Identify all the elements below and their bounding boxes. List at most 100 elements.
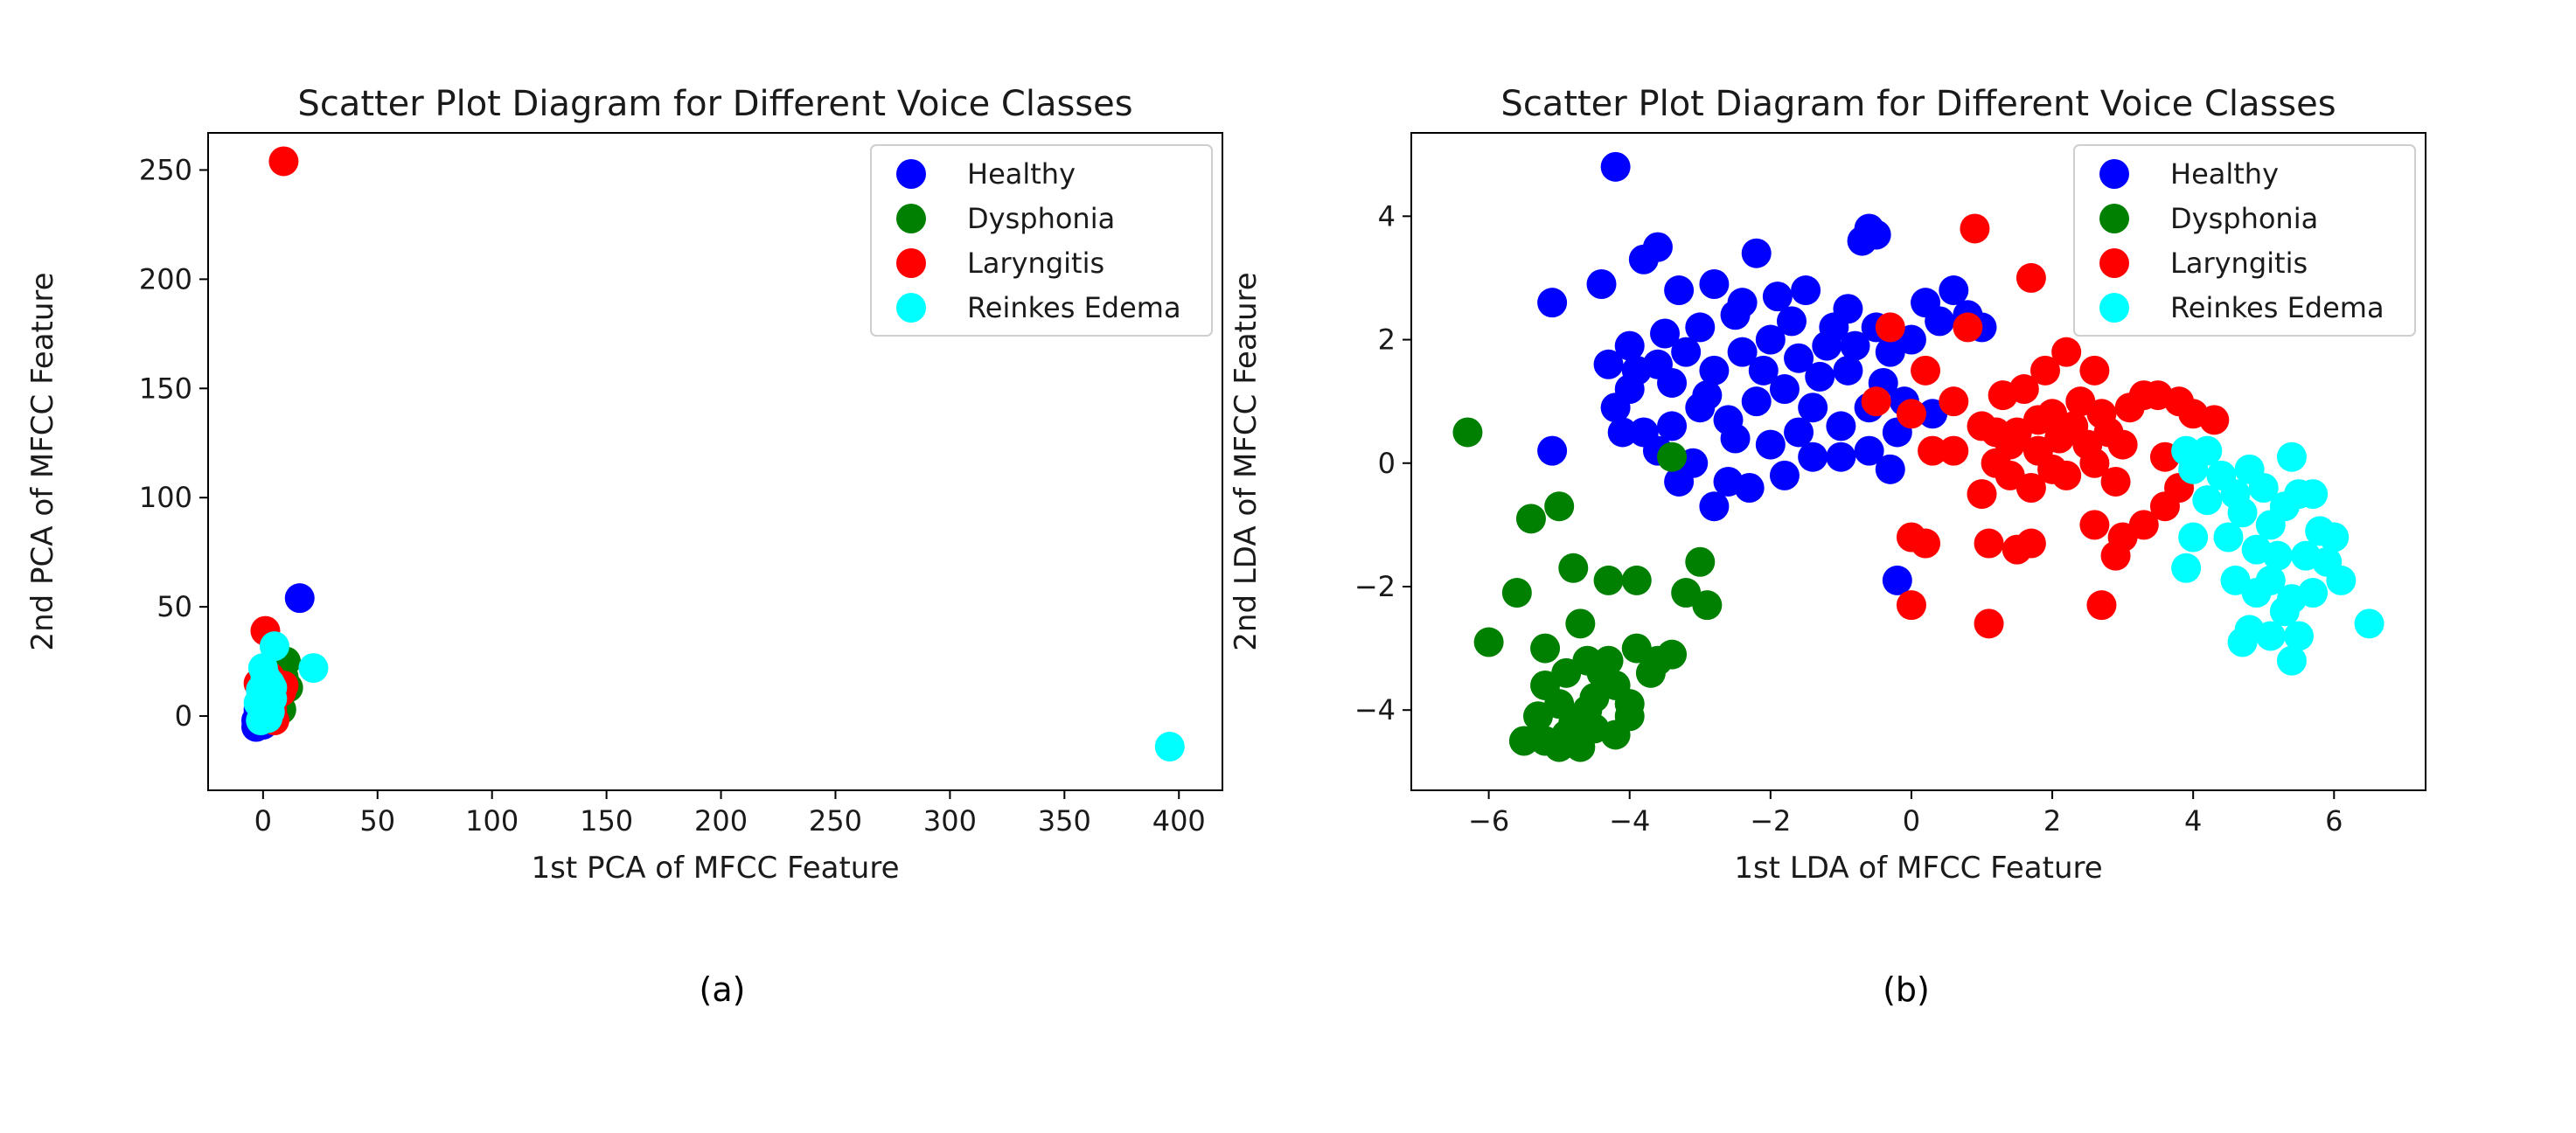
x-axis-label: 1st PCA of MFCC Feature — [531, 851, 899, 886]
legend-marker — [896, 204, 926, 233]
data-point — [1777, 306, 1807, 337]
chart-title: Scatter Plot Diagram for Different Voice… — [1500, 84, 2336, 124]
data-point — [2086, 590, 2117, 621]
legend-box — [2073, 144, 2416, 337]
data-point — [2107, 429, 2138, 460]
data-point — [1769, 374, 1800, 405]
legend-marker — [2099, 248, 2129, 278]
chart-title: Scatter Plot Diagram for Different Voice… — [297, 84, 1132, 124]
data-point — [257, 672, 288, 703]
legend-label: Dysphonia — [967, 202, 1115, 235]
data-point — [298, 653, 329, 684]
data-point — [2354, 608, 2385, 639]
legend-label: Reinkes Edema — [967, 291, 1181, 324]
data-point — [1882, 565, 1912, 595]
data-point — [1530, 633, 1561, 664]
chart-panel-0: Scatter Plot Diagram for Different Voice… — [25, 84, 1223, 886]
y-tick-label: 100 — [139, 481, 192, 514]
y-tick-label: 2 — [1378, 323, 1396, 357]
data-point — [2234, 454, 2265, 484]
data-point — [1727, 288, 1758, 318]
x-tick-label: 100 — [465, 804, 519, 838]
data-point — [2269, 596, 2300, 627]
data-point — [1741, 386, 1772, 417]
data-point — [2284, 621, 2314, 651]
data-point — [2220, 565, 2251, 595]
y-tick-label: 4 — [1378, 199, 1396, 233]
data-point — [1762, 282, 1793, 312]
data-point — [1826, 411, 1856, 441]
data-point — [1607, 417, 1638, 448]
data-point — [1699, 491, 1730, 522]
data-point — [2171, 553, 2202, 583]
data-point — [1154, 732, 1185, 762]
data-point — [1875, 454, 1905, 484]
legend-marker — [896, 293, 926, 323]
legend-marker — [896, 159, 926, 189]
data-point — [2326, 565, 2357, 595]
legend: Healthy Dysphonia Laryngitis Reinkes Edema — [870, 144, 1213, 337]
data-point — [1784, 343, 1814, 373]
data-point — [2319, 522, 2350, 553]
data-point — [2058, 411, 2089, 441]
data-point — [1614, 330, 1645, 361]
data-point — [2037, 454, 2068, 484]
series-reinkes-edema — [243, 631, 1185, 762]
data-point — [1939, 386, 1969, 417]
data-point — [2227, 627, 2258, 657]
data-point — [2100, 540, 2131, 571]
data-point — [1628, 244, 1659, 275]
data-point — [2128, 510, 2159, 540]
data-point — [2030, 355, 2060, 386]
data-point — [1614, 701, 1645, 732]
y-axis-label: 2nd PCA of MFCC Feature — [25, 272, 60, 650]
data-point — [1988, 380, 2018, 411]
legend-marker — [896, 248, 926, 278]
data-point — [1861, 386, 1891, 417]
data-point — [1537, 435, 1568, 466]
plot-frame — [207, 132, 1223, 791]
data-point — [1974, 608, 2004, 639]
legend-label: Healthy — [967, 157, 1076, 191]
data-point — [1452, 417, 1483, 448]
y-tick-label: −4 — [1354, 693, 1396, 726]
data-point — [2178, 454, 2209, 484]
x-tick-label: −2 — [1750, 804, 1791, 838]
data-point — [1473, 627, 1504, 657]
y-tick-label: 200 — [139, 262, 192, 295]
data-point — [1798, 393, 1828, 423]
data-point — [1699, 268, 1730, 299]
data-point — [1967, 479, 1997, 510]
data-point — [1854, 435, 1884, 466]
y-tick-label: 50 — [157, 590, 192, 623]
data-point — [253, 703, 283, 733]
data-point — [2100, 466, 2131, 497]
data-point — [1508, 726, 1539, 756]
data-point — [1501, 578, 1532, 608]
y-tick-label: 0 — [1378, 447, 1396, 480]
data-point — [1586, 657, 1617, 688]
data-point — [1621, 355, 1652, 386]
data-point — [2079, 510, 2110, 540]
data-point — [2002, 534, 2032, 565]
legend: Healthy Dysphonia Laryngitis Reinkes Edema — [2073, 144, 2416, 337]
data-point — [1918, 435, 1948, 466]
data-point — [1558, 553, 1589, 583]
data-point — [2023, 405, 2053, 435]
y-tick-label: 0 — [175, 699, 192, 733]
x-tick-label: 0 — [254, 804, 272, 838]
data-point — [1657, 639, 1688, 670]
data-point — [2227, 497, 2258, 528]
data-point — [2199, 405, 2230, 435]
data-point — [1939, 275, 1969, 306]
data-point — [1741, 238, 1772, 268]
x-tick-label: 6 — [2325, 804, 2343, 838]
caption-a: (a) — [699, 970, 746, 1009]
data-point — [1960, 213, 1990, 244]
data-point — [1565, 608, 1596, 639]
data-point — [2114, 393, 2145, 423]
data-point — [1515, 504, 1546, 534]
series-dysphonia — [1452, 417, 1723, 762]
data-point — [1805, 361, 1835, 392]
